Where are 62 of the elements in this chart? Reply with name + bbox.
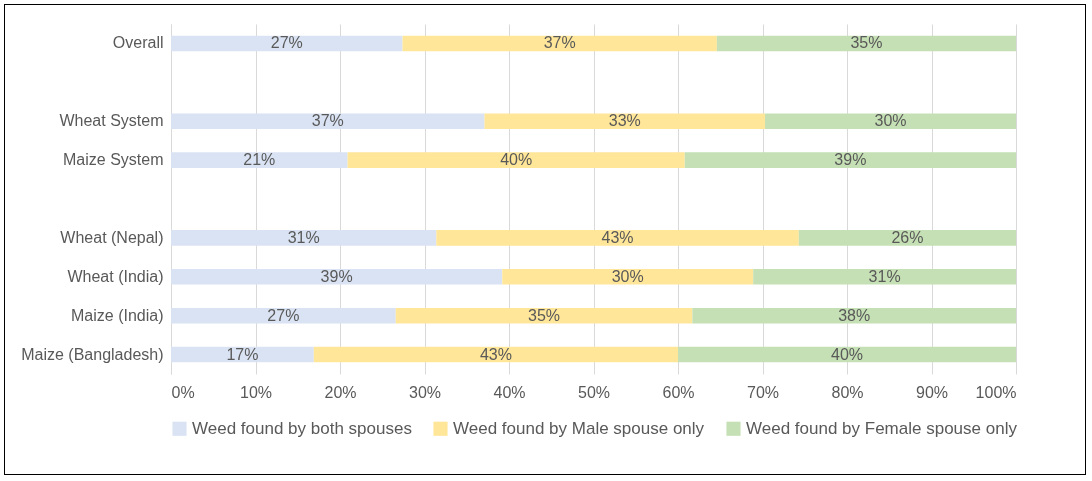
x-tick-label: 0% [171,383,195,401]
data-label: 30% [874,112,907,130]
x-tick-label: 10% [239,383,273,401]
x-tick-label: 40% [493,383,526,401]
bar [753,269,1016,285]
bar [692,307,1016,324]
data-label: 21% [243,151,276,169]
bar [313,346,678,363]
data-label: 37% [543,34,576,52]
bar [798,230,1016,246]
bar [678,346,1016,363]
data-label: 37% [311,112,344,130]
data-label: 40% [830,345,864,363]
x-tick-label: 60% [662,383,695,401]
data-label: 31% [287,228,320,246]
legend-label: Weed found by Female spouse only [746,418,1018,438]
bar [436,230,799,246]
y-tick-label: Maize (India) [71,306,164,324]
bar [171,307,396,324]
legend-label: Weed found by both spouses [192,418,412,438]
y-tick-label: Overall [112,34,164,52]
x-tick-label: 100% [975,383,1017,401]
y-tick-label: Maize (Bangladesh) [21,345,164,363]
x-tick-label: 90% [915,383,949,401]
bar [395,307,693,324]
x-tick-label: 70% [746,383,780,401]
x-tick-label: 20% [324,383,357,401]
data-label: 43% [601,228,634,246]
data-label: 27% [267,306,300,324]
bar [171,230,437,246]
y-tick-label: Wheat (Nepal) [60,228,164,246]
data-label: 31% [868,267,901,285]
bar [684,152,1016,168]
data-label: 39% [834,151,867,169]
bar [716,35,1016,52]
data-label: 17% [226,345,259,363]
data-label: 26% [891,228,924,246]
bar [171,113,485,129]
legend-label: Weed found by Male spouse only [453,418,705,438]
data-label: 35% [850,34,883,52]
data-label: 27% [270,34,303,52]
data-label: 39% [320,267,353,285]
y-tick-label: Wheat System [59,112,164,130]
bar [171,35,403,52]
bar [484,113,766,129]
bar [402,35,717,52]
x-tick-label: 30% [408,383,442,401]
data-label: 30% [611,267,644,285]
bar [171,152,348,168]
data-label: 38% [838,306,871,324]
y-tick-label: Wheat (India) [67,267,164,285]
bar [347,152,685,168]
bar [502,269,754,285]
data-label: 43% [479,345,512,363]
bar [765,113,1016,129]
data-label: 33% [608,112,641,130]
bar [171,269,503,285]
x-tick-label: 50% [577,383,611,401]
data-label: 35% [528,306,561,324]
x-tick-label: 80% [831,383,864,401]
data-label: 40% [500,151,533,169]
y-tick-label: Maize System [63,151,164,169]
